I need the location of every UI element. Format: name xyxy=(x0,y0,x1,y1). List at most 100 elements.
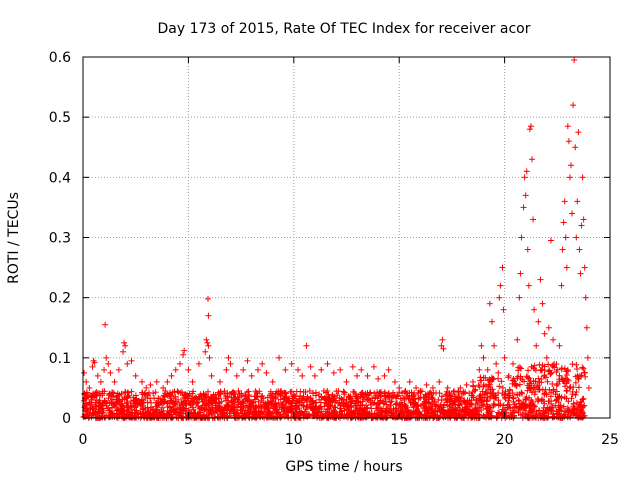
data-point xyxy=(578,222,585,229)
data-point xyxy=(500,306,507,313)
data-point xyxy=(358,366,365,373)
data-point xyxy=(128,357,135,364)
data-point xyxy=(269,378,276,385)
data-point xyxy=(476,366,483,373)
data-point xyxy=(307,363,314,370)
data-point xyxy=(181,347,188,354)
data-point xyxy=(525,282,532,289)
data-point xyxy=(160,384,167,391)
data-point xyxy=(516,294,523,301)
data-point xyxy=(518,234,525,241)
data-point xyxy=(562,234,569,241)
data-point xyxy=(288,360,295,367)
data-point xyxy=(413,384,420,391)
data-point xyxy=(517,270,524,277)
data-point xyxy=(208,372,215,379)
data-point xyxy=(543,354,550,361)
data-point xyxy=(217,378,224,385)
data-point xyxy=(559,246,566,253)
data-point xyxy=(527,123,534,130)
data-point xyxy=(530,216,537,223)
data-point xyxy=(576,246,583,253)
data-point xyxy=(381,372,388,379)
data-point xyxy=(189,378,196,385)
data-point xyxy=(91,359,98,366)
data-point xyxy=(510,360,517,367)
data-point xyxy=(370,363,377,370)
data-point xyxy=(103,354,110,361)
data-point xyxy=(349,363,356,370)
data-point xyxy=(303,342,310,349)
data-point xyxy=(581,264,588,271)
data-point xyxy=(524,246,531,253)
data-point xyxy=(203,336,210,343)
data-point xyxy=(478,342,485,349)
data-point xyxy=(526,126,533,133)
data-point xyxy=(147,381,154,388)
data-point xyxy=(263,369,270,376)
data-point xyxy=(572,144,579,151)
data-point xyxy=(560,219,567,226)
data-point xyxy=(570,102,577,109)
data-point xyxy=(244,357,251,364)
data-point xyxy=(501,354,508,361)
data-point xyxy=(225,354,232,361)
data-point xyxy=(580,216,587,223)
data-point xyxy=(566,174,573,181)
data-point xyxy=(227,360,234,367)
data-point xyxy=(122,342,129,349)
data-point xyxy=(254,366,261,373)
data-point xyxy=(537,276,544,283)
data-point xyxy=(105,360,112,367)
data-point xyxy=(375,375,382,382)
data-point xyxy=(568,162,575,169)
data-point xyxy=(205,342,212,349)
data-point xyxy=(488,318,495,325)
data-point xyxy=(486,300,493,307)
data-point xyxy=(354,372,361,379)
data-point xyxy=(94,372,101,379)
data-point xyxy=(484,366,491,373)
data-point xyxy=(111,378,118,385)
data-point xyxy=(89,363,96,370)
data-point xyxy=(139,378,146,385)
data-point xyxy=(497,282,504,289)
data-point xyxy=(558,282,565,289)
data-point xyxy=(457,384,464,391)
data-point xyxy=(480,354,487,361)
grid-lines xyxy=(83,57,610,418)
data-point xyxy=(535,318,542,325)
data-point xyxy=(571,57,578,64)
data-point xyxy=(584,354,591,361)
data-point xyxy=(295,366,302,373)
data-point xyxy=(565,138,572,145)
data-point xyxy=(124,360,131,367)
data-point xyxy=(282,366,289,373)
data-point xyxy=(259,360,266,367)
data-point xyxy=(496,294,503,301)
data-point xyxy=(120,348,127,355)
data-point xyxy=(533,342,540,349)
data-point xyxy=(423,381,430,388)
data-point xyxy=(185,366,192,373)
data-point xyxy=(523,168,530,175)
data-point xyxy=(385,366,392,373)
data-point xyxy=(495,369,502,376)
data-point xyxy=(248,372,255,379)
data-point xyxy=(168,372,175,379)
data-point xyxy=(499,264,506,271)
data-point xyxy=(521,174,528,181)
data-point xyxy=(364,372,371,379)
data-point xyxy=(311,372,318,379)
data-point xyxy=(573,234,580,241)
data-point xyxy=(444,384,451,391)
data-point xyxy=(440,345,447,352)
data-point xyxy=(463,381,470,388)
data-point xyxy=(439,336,446,343)
data-point xyxy=(550,336,557,343)
data-point xyxy=(101,366,108,373)
data-point xyxy=(563,264,570,271)
data-point xyxy=(299,372,306,379)
data-point xyxy=(97,378,104,385)
